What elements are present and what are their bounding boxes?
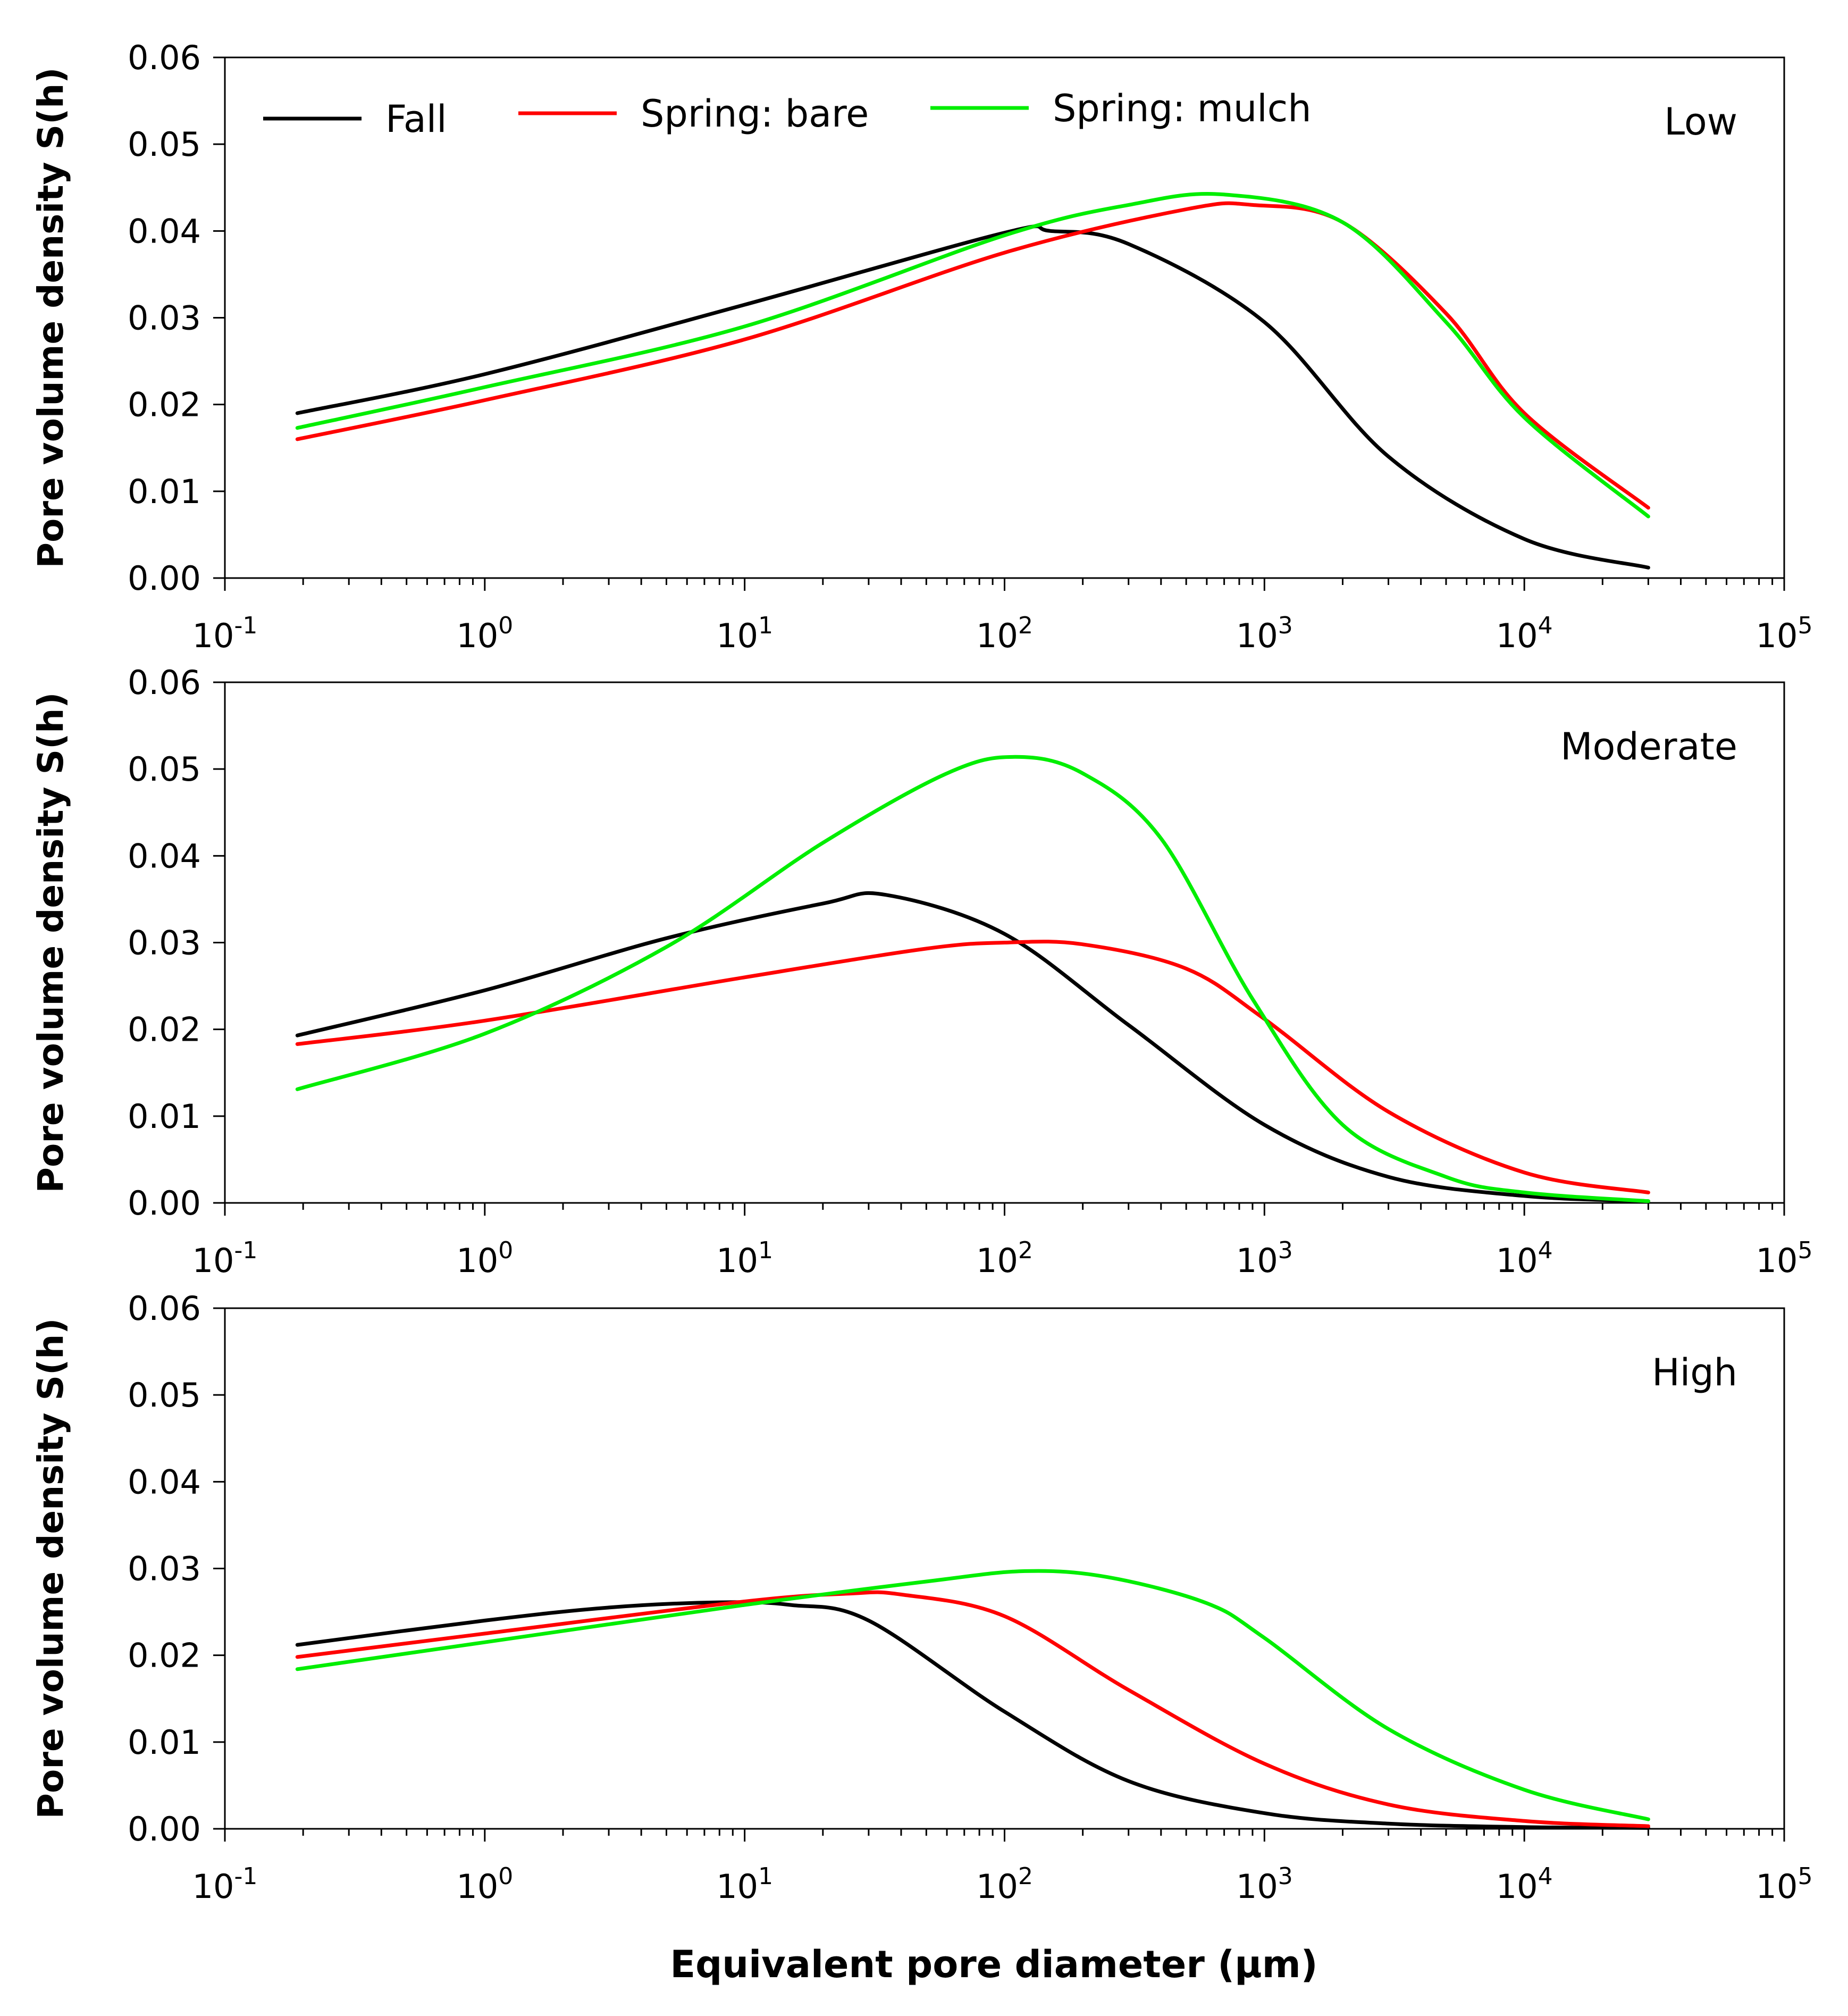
y-tick-label: 0.04 bbox=[128, 212, 201, 250]
x-tick-label: 102 bbox=[976, 1237, 1033, 1280]
series-line-spring-mulch bbox=[295, 192, 1650, 518]
y-tick-label: 0.03 bbox=[128, 299, 201, 338]
plot-frame bbox=[224, 56, 1785, 579]
x-tick-label: 101 bbox=[716, 612, 773, 655]
chart-panel-moderate: 0.00 0.01 0.02 0.03 0.04 0.05 0.06 10-1 100 101 10… bbox=[30, 663, 1812, 1280]
x-tick-label: 105 bbox=[1756, 612, 1813, 655]
y-tick-label: 0.05 bbox=[128, 750, 201, 789]
legend-label: Spring: mulch bbox=[1053, 87, 1312, 130]
y-tick-label: 0.03 bbox=[128, 1550, 201, 1588]
y-tick-label: 0.04 bbox=[128, 836, 201, 875]
x-tick-label: 100 bbox=[456, 1237, 513, 1280]
y-tick-label: 0.02 bbox=[128, 1636, 201, 1675]
x-tick-label: 100 bbox=[456, 612, 513, 655]
x-tick-label: 103 bbox=[1236, 612, 1293, 655]
x-tick-label: 104 bbox=[1496, 612, 1553, 655]
x-tick-label: 105 bbox=[1756, 1237, 1813, 1280]
y-tick-label: 0.01 bbox=[128, 1097, 201, 1136]
chart-panel-low: 0.00 0.01 0.02 0.03 0.04 0.05 0.06 10-1 100 101 10… bbox=[30, 38, 1812, 655]
x-tick-label: 102 bbox=[976, 612, 1033, 655]
x-tick-label: 101 bbox=[716, 1863, 773, 1906]
y-tick-label: 0.01 bbox=[128, 472, 201, 511]
panel-label: Moderate bbox=[1560, 725, 1737, 768]
y-axis-label: Pore volume density S(h) bbox=[30, 692, 71, 1193]
y-tick-label: 0.04 bbox=[128, 1462, 201, 1501]
chart-panel-high: 0.00 0.01 0.02 0.03 0.04 0.05 0.06 10-1 100 101 10… bbox=[30, 1289, 1812, 1986]
x-tick-label: 105 bbox=[1756, 1863, 1813, 1906]
x-tick-label: 104 bbox=[1496, 1237, 1553, 1280]
series-line-fall bbox=[295, 891, 1650, 1203]
panel-label: Low bbox=[1664, 100, 1737, 144]
x-tick-label: 10-1 bbox=[192, 1237, 258, 1280]
y-tick-label: 0.05 bbox=[128, 125, 201, 164]
legend: Fall Spring: bare Spring: mulch bbox=[263, 87, 1312, 141]
y-tick-label: 0.01 bbox=[128, 1723, 201, 1762]
y-tick-label: 0.06 bbox=[128, 38, 201, 77]
y-tick-label: 0.00 bbox=[128, 1810, 201, 1848]
legend-label: Fall bbox=[385, 97, 447, 141]
series-line-fall bbox=[295, 224, 1650, 570]
y-tick-label: 0.00 bbox=[128, 1184, 201, 1223]
plot-frame bbox=[224, 1307, 1785, 1830]
x-tick-label: 101 bbox=[716, 1237, 773, 1280]
x-tick-label: 103 bbox=[1236, 1237, 1293, 1280]
series-line-spring-bare bbox=[295, 940, 1650, 1194]
x-axis-label: Equivalent pore diameter (μm) bbox=[670, 1943, 1317, 1986]
y-tick-label: 0.06 bbox=[128, 1289, 201, 1328]
series-line-fall bbox=[295, 1600, 1650, 1830]
panel-label: High bbox=[1652, 1351, 1737, 1394]
x-tick-label: 10-1 bbox=[192, 1863, 258, 1906]
y-tick-label: 0.02 bbox=[128, 1010, 201, 1049]
x-tick-label: 102 bbox=[976, 1863, 1033, 1906]
x-tick-label: 103 bbox=[1236, 1863, 1293, 1906]
x-tick-label: 104 bbox=[1496, 1863, 1553, 1906]
x-tick-label: 100 bbox=[456, 1863, 513, 1906]
series-line-spring-bare bbox=[295, 201, 1650, 510]
y-tick-label: 0.03 bbox=[128, 924, 201, 963]
y-axis-label: Pore volume density S(h) bbox=[30, 68, 71, 568]
legend-label: Spring: bare bbox=[641, 92, 869, 136]
series-line-spring-mulch bbox=[295, 755, 1650, 1203]
y-tick-label: 0.05 bbox=[128, 1376, 201, 1415]
series-line-spring-bare bbox=[295, 1590, 1650, 1828]
series-line-spring-mulch bbox=[295, 1569, 1650, 1821]
y-tick-label: 0.00 bbox=[128, 559, 201, 598]
y-tick-label: 0.02 bbox=[128, 386, 201, 424]
x-tick-label: 10-1 bbox=[192, 612, 258, 655]
y-tick-label: 0.06 bbox=[128, 663, 201, 702]
y-axis-label: Pore volume density S(h) bbox=[30, 1318, 71, 1819]
